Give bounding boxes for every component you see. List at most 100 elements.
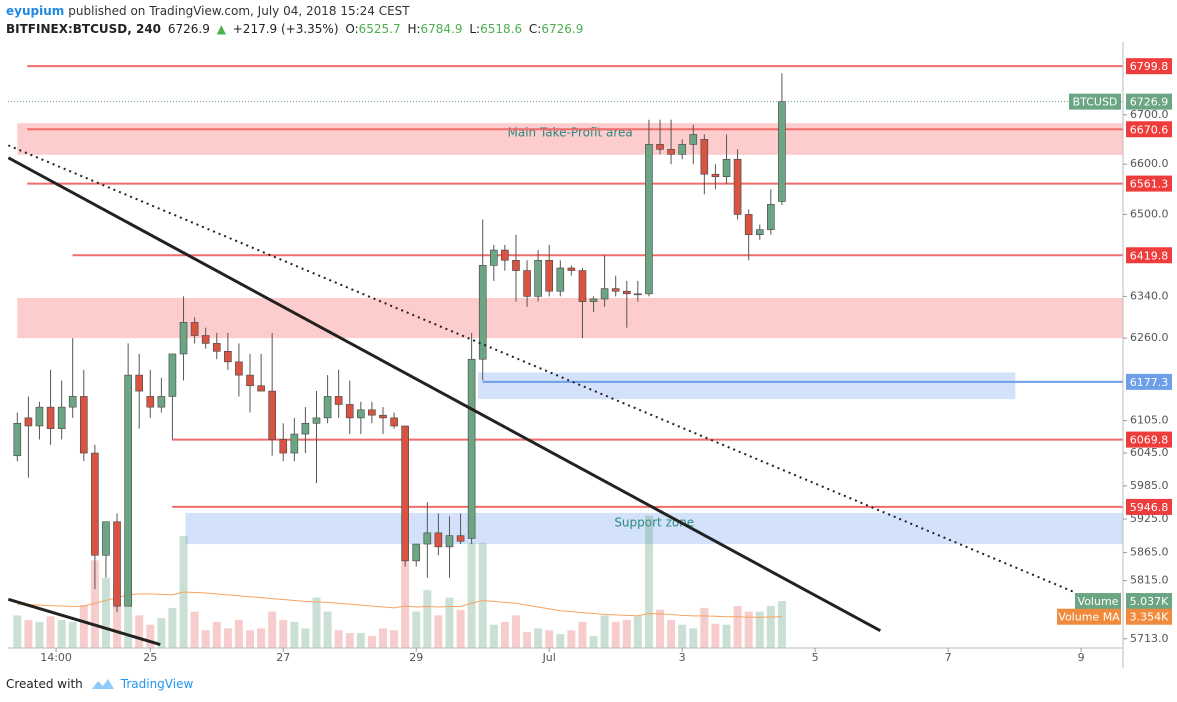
y-tick-label: 6045.0	[1130, 446, 1169, 459]
x-tick-label: 27	[276, 651, 290, 664]
volume-bar	[223, 628, 232, 648]
level-label: 6069.8	[1130, 434, 1169, 447]
footer: Created with TradingView	[6, 677, 193, 691]
candle-body	[578, 270, 587, 302]
candle-body	[301, 422, 310, 435]
brand[interactable]: TradingView	[120, 677, 194, 691]
volume-bar	[246, 630, 255, 648]
candle-body	[146, 396, 155, 408]
candle-body	[91, 452, 99, 556]
y-tick-label: 6260.0	[1130, 331, 1169, 344]
last-price-label-box	[1126, 93, 1172, 110]
created-with: Created with	[6, 677, 83, 691]
symbol-tag: BTCUSD	[1073, 96, 1118, 109]
volume-bar	[367, 635, 376, 648]
level-label-box	[1126, 121, 1172, 138]
ohlc-label: C:	[528, 22, 542, 36]
volume-name-box	[1075, 593, 1121, 610]
zone	[17, 297, 1123, 339]
candle-body	[689, 134, 698, 145]
volume-bar	[556, 634, 565, 648]
volume-bar	[201, 630, 210, 648]
volume-bar	[101, 578, 110, 648]
candle-body	[445, 535, 454, 548]
level-label-box	[1126, 175, 1172, 192]
candle-body	[224, 350, 232, 363]
candle-body	[113, 521, 121, 607]
candle-body	[490, 249, 498, 266]
volume-bar	[644, 515, 653, 648]
volume-bar	[312, 597, 321, 648]
candle-body	[678, 144, 686, 155]
ohlc-label: L:	[469, 22, 481, 36]
published: published on TradingView.com, July 04, 2…	[68, 4, 410, 18]
x-tick-label: 9	[1078, 651, 1085, 664]
volume-bar	[589, 635, 598, 648]
volume-ma-label-box	[1126, 608, 1172, 625]
candle-body	[68, 396, 77, 408]
candle-body	[79, 396, 88, 454]
level-label: 5946.8	[1130, 501, 1169, 514]
volume-bar	[146, 624, 155, 648]
zone	[478, 372, 1016, 400]
volume-bar	[24, 620, 33, 648]
volume-bar	[57, 620, 66, 648]
level-label: 6670.6	[1130, 123, 1169, 136]
x-tick-label: 25	[143, 651, 157, 664]
volume-bar	[567, 630, 576, 648]
candle-body	[279, 439, 288, 454]
author[interactable]: eyupium	[6, 4, 65, 18]
level-label-box	[1126, 498, 1172, 515]
candle-body	[201, 335, 210, 344]
symbol-tag-box	[1069, 93, 1121, 110]
ohlc-value: 6518.6	[480, 22, 523, 36]
candle-body	[744, 214, 753, 236]
candle-body	[157, 396, 166, 408]
candle-body	[345, 404, 354, 419]
y-tick-label: 5713.0	[1130, 632, 1169, 645]
candle-body	[334, 396, 343, 405]
candle-body	[467, 358, 476, 539]
volume-bar	[489, 624, 498, 648]
ohlc-label: O:	[345, 22, 359, 36]
candle-body	[46, 406, 55, 429]
candle-body	[368, 409, 376, 416]
volume-bar	[90, 560, 99, 648]
x-tick-label: 5	[812, 651, 819, 664]
candle-body	[57, 406, 66, 429]
candle-body	[611, 288, 620, 292]
candle-body	[478, 265, 487, 360]
candle-body	[589, 298, 598, 302]
header-line: eyupium published on TradingView.com, Jul…	[6, 4, 410, 18]
volume-bar	[523, 632, 532, 648]
candle-body	[667, 149, 675, 155]
volume-bar	[234, 620, 243, 648]
candle-body	[357, 409, 365, 419]
y-tick-label: 6500.0	[1130, 207, 1169, 220]
candle-body	[634, 293, 642, 296]
volume-bar	[423, 590, 432, 648]
volume-bar	[456, 609, 465, 648]
volume-bar	[678, 624, 687, 648]
candle-body	[700, 139, 709, 175]
candle-body	[323, 396, 332, 419]
volume-bar	[35, 621, 44, 648]
volume-bar	[356, 633, 365, 648]
candle-body	[645, 144, 653, 295]
candle-body	[390, 417, 398, 427]
zone	[185, 512, 1123, 545]
y-tick-label: 6700.0	[1130, 108, 1169, 121]
candle-body	[556, 267, 565, 292]
candle-body	[168, 353, 177, 397]
volume-bar	[323, 611, 332, 648]
candle-body	[268, 390, 276, 440]
volume-bar	[268, 611, 277, 648]
volume-ma-name: Volume MA	[1058, 611, 1120, 624]
volume-bar	[467, 542, 476, 648]
last-price-label: 6726.9	[1130, 96, 1169, 109]
volume-bar	[700, 607, 709, 648]
candle-body	[312, 417, 321, 424]
